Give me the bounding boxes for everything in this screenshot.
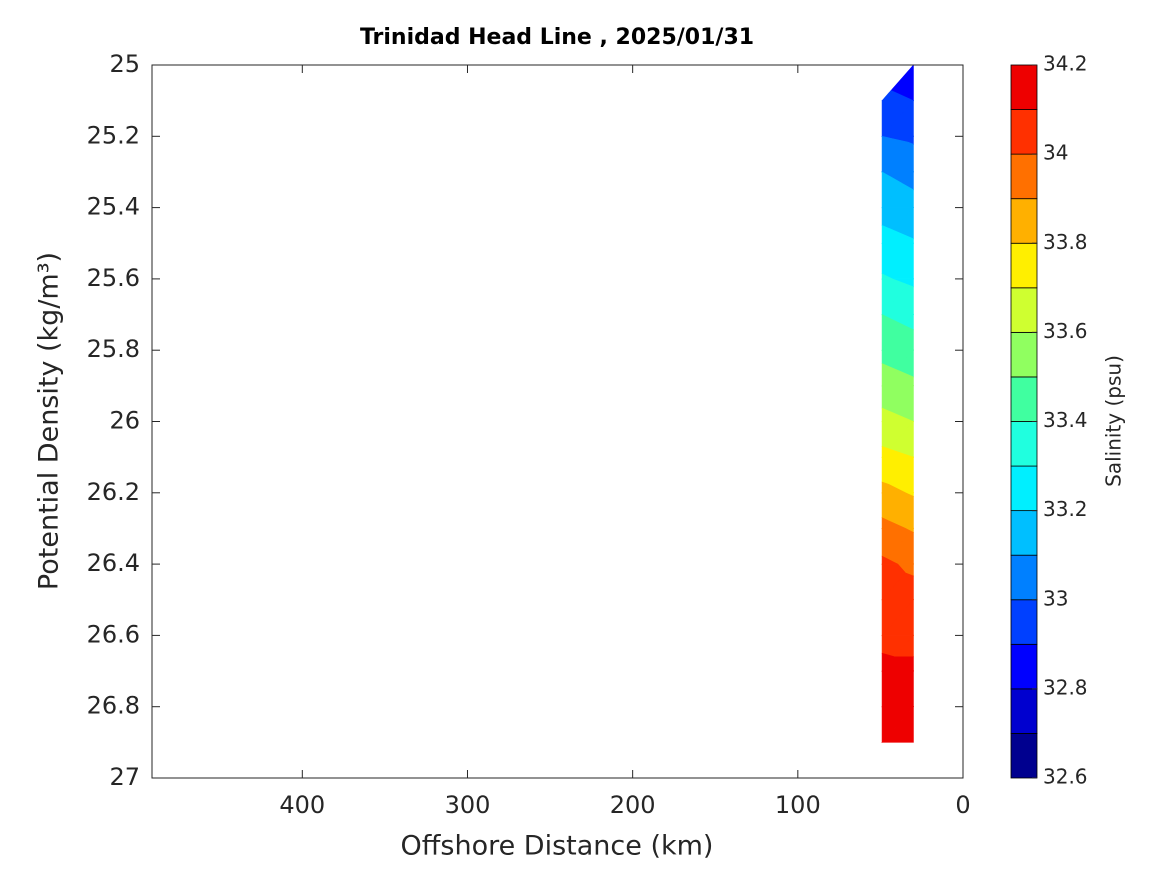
x-tick-label: 200 bbox=[610, 791, 656, 819]
colorbar-tick-label: 32.8 bbox=[1043, 675, 1088, 699]
colorbar-tick-label: 33 bbox=[1043, 586, 1068, 610]
colorbar-tick-label: 33.8 bbox=[1043, 230, 1088, 254]
x-axis-label: Offshore Distance (km) bbox=[401, 831, 714, 862]
colorbar-swatch bbox=[1010, 64, 1038, 110]
y-tick-label: 25.4 bbox=[87, 193, 140, 221]
colorbar-swatch bbox=[1010, 198, 1038, 244]
y-axis-label: Potential Density (kg/m³) bbox=[34, 252, 65, 590]
y-tick-label: 25.8 bbox=[87, 335, 140, 363]
colorbar-swatch bbox=[1010, 331, 1038, 378]
y-tick-label: 26.6 bbox=[87, 620, 140, 648]
x-tick-label: 100 bbox=[775, 791, 821, 819]
colorbar-tick-label: 33.2 bbox=[1043, 497, 1088, 521]
y-tick-label: 25.2 bbox=[87, 121, 140, 149]
colorbar-label: Salinity (psu) bbox=[1102, 355, 1126, 487]
colorbar-swatch bbox=[1010, 421, 1038, 467]
y-tick-label: 26.2 bbox=[87, 478, 140, 506]
plot-frame bbox=[151, 64, 964, 779]
colorbar-swatch bbox=[1010, 643, 1038, 690]
contour-band bbox=[881, 705, 914, 743]
colorbar-tick-label: 32.6 bbox=[1043, 765, 1088, 789]
x-tick-label: 400 bbox=[279, 791, 325, 819]
colorbar-swatch bbox=[1010, 376, 1038, 422]
colorbar-tick-label: 34.2 bbox=[1043, 52, 1088, 76]
chart-title: Trinidad Head Line , 2025/01/31 bbox=[360, 25, 754, 50]
y-tick-label: 26.4 bbox=[87, 549, 140, 577]
x-tick-label: 0 bbox=[955, 791, 970, 819]
y-tick-label: 25.6 bbox=[87, 264, 140, 292]
x-tick-label: 300 bbox=[445, 791, 491, 819]
colorbar-swatch bbox=[1010, 153, 1038, 200]
colorbar-swatch bbox=[1010, 242, 1038, 289]
colorbar-swatch bbox=[1010, 109, 1038, 155]
y-tick-label: 27 bbox=[109, 763, 140, 791]
y-tick-label: 26 bbox=[109, 407, 140, 435]
colorbar-swatch bbox=[1010, 688, 1038, 734]
colorbar-tick-label: 34 bbox=[1043, 141, 1068, 165]
colorbar-swatch bbox=[1010, 554, 1038, 601]
y-tick-label: 25 bbox=[109, 50, 140, 78]
colorbar-swatch bbox=[1010, 465, 1038, 512]
colorbar-swatch bbox=[1010, 510, 1038, 556]
colorbar-tick-label: 33.4 bbox=[1043, 408, 1088, 432]
colorbar-swatch bbox=[1010, 599, 1038, 645]
y-tick-label: 26.8 bbox=[87, 692, 140, 720]
colorbar-swatch bbox=[1010, 287, 1038, 333]
colorbar-swatch bbox=[1010, 733, 1038, 779]
colorbar-tick-label: 33.6 bbox=[1043, 319, 1088, 343]
